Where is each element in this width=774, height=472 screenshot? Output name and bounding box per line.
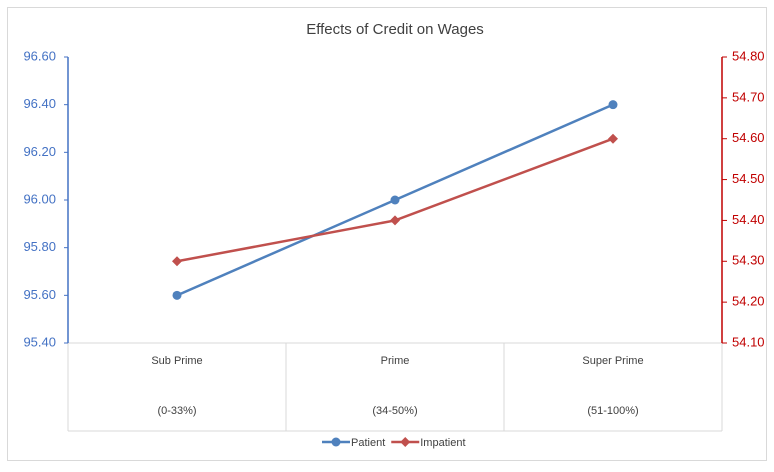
marker — [390, 195, 400, 205]
y-tick-label: 96.00 — [23, 191, 56, 206]
x-tick-sublabel: (34-50%) — [372, 405, 417, 417]
marker — [400, 437, 411, 447]
chart-border — [7, 7, 767, 461]
y2-tick-label: 54.70 — [732, 89, 765, 104]
marker — [608, 133, 618, 144]
y-tick-label: 95.40 — [23, 334, 56, 349]
legend-label: Patient — [351, 437, 385, 449]
y2-tick-label: 54.40 — [732, 212, 765, 227]
y-tick-label: 96.60 — [23, 48, 56, 63]
y2-tick-label: 54.10 — [732, 334, 765, 349]
chart-title: Effects of Credit on Wages — [306, 21, 484, 38]
y2-tick-label: 54.60 — [732, 130, 765, 145]
legend-label: Impatient — [420, 437, 465, 449]
y2-tick-label: 54.50 — [732, 171, 765, 186]
y2-tick-label: 54.20 — [732, 294, 765, 309]
marker — [172, 290, 182, 300]
x-tick-label: Sub Prime — [151, 355, 202, 367]
x-tick-label: Super Prime — [582, 355, 643, 367]
marker — [608, 100, 618, 110]
marker — [331, 437, 341, 447]
y2-tick-label: 54.30 — [732, 253, 765, 268]
y-tick-label: 95.60 — [23, 287, 56, 302]
y-tick-label: 96.20 — [23, 144, 56, 159]
marker — [172, 256, 182, 267]
y-tick-label: 95.80 — [23, 239, 56, 254]
x-tick-label: Prime — [381, 355, 410, 367]
y-tick-label: 96.40 — [23, 96, 56, 111]
x-tick-sublabel: (0-33%) — [157, 405, 196, 417]
marker — [390, 215, 400, 226]
x-tick-sublabel: (51-100%) — [587, 405, 638, 417]
y2-tick-label: 54.80 — [732, 48, 765, 63]
